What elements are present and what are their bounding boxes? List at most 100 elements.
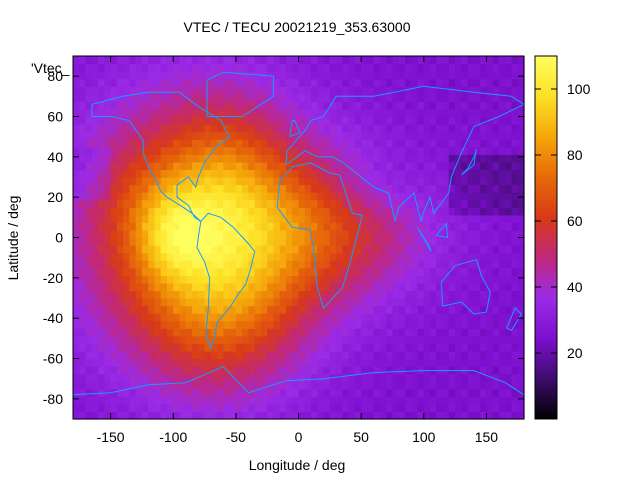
heatmap-cell (430, 381, 437, 390)
heatmap-cell (135, 403, 143, 413)
heatmap-cell (141, 177, 149, 186)
heatmap-cell (373, 411, 381, 420)
heatmap-cell (229, 229, 237, 239)
heatmap-cell (467, 335, 475, 344)
heatmap-cell (141, 267, 149, 276)
heatmap-cell (267, 207, 275, 216)
heatmap-cell (361, 366, 368, 375)
heatmap-cell (267, 282, 275, 292)
heatmap-cell (492, 124, 500, 133)
heatmap-cell (154, 207, 162, 216)
heatmap-cell (511, 267, 519, 276)
heatmap-cell (392, 358, 400, 367)
heatmap-cell (248, 161, 256, 171)
heatmap-cell (311, 222, 318, 231)
heatmap-cell (148, 229, 156, 239)
heatmap-cell (304, 290, 312, 299)
heatmap-cell (467, 237, 475, 246)
heatmap-cell (179, 108, 187, 118)
heatmap-cell (436, 139, 444, 148)
heatmap-cell (141, 403, 149, 413)
heatmap-cell (505, 71, 513, 80)
heatmap-cell (166, 313, 174, 322)
heatmap-cell (223, 388, 231, 397)
heatmap-cell (354, 222, 362, 231)
heatmap-cell (473, 108, 481, 118)
heatmap-cell (392, 207, 400, 216)
heatmap-cell (198, 328, 206, 337)
heatmap-cell (455, 245, 462, 254)
heatmap-cell (442, 78, 450, 87)
heatmap-cell (398, 343, 406, 352)
heatmap-cell (229, 313, 237, 322)
heatmap-cell (185, 169, 193, 178)
heatmap-cell (123, 56, 130, 65)
heatmap-cell (223, 56, 231, 65)
heatmap-cell (129, 388, 137, 397)
heatmap-cell (135, 146, 143, 155)
heatmap-cell (110, 388, 118, 397)
heatmap-cell (486, 403, 494, 413)
heatmap-cell (348, 86, 356, 95)
heatmap-cell (480, 388, 488, 397)
heatmap-cell (141, 86, 149, 95)
heatmap-cell (292, 282, 300, 292)
heatmap-cell (198, 78, 206, 87)
heatmap-cell (217, 267, 224, 276)
heatmap-cell (317, 86, 325, 95)
heatmap-cell (110, 411, 118, 420)
heatmap-cell (129, 328, 137, 337)
heatmap-cell (217, 320, 224, 329)
heatmap-cell (285, 381, 293, 390)
heatmap-cell (348, 222, 356, 231)
heatmap-cell (260, 229, 268, 239)
heatmap-cell (411, 169, 419, 178)
heatmap-cell (173, 177, 181, 186)
heatmap-cell (148, 116, 156, 125)
heatmap-cell (392, 396, 400, 405)
heatmap-cell (242, 358, 249, 367)
heatmap-cell (135, 78, 143, 87)
heatmap-cell (423, 313, 431, 322)
heatmap-cell (392, 93, 400, 102)
heatmap-cell (411, 124, 419, 133)
heatmap-cell (242, 154, 249, 163)
heatmap-cell (85, 298, 93, 307)
heatmap-cell (461, 381, 469, 390)
heatmap-cell (386, 411, 394, 420)
heatmap-cell (498, 222, 506, 231)
heatmap-cell (317, 237, 325, 246)
heatmap-cell (329, 86, 337, 95)
heatmap-cell (73, 245, 80, 254)
heatmap-cell (423, 252, 431, 261)
heatmap-cell (311, 358, 318, 367)
heatmap-cell (267, 161, 275, 171)
heatmap-cell (298, 56, 306, 65)
heatmap-cell (480, 245, 488, 254)
heatmap-cell (217, 260, 224, 269)
heatmap-cell (304, 207, 312, 216)
heatmap-cell (317, 93, 325, 102)
heatmap-cell (110, 275, 118, 284)
heatmap-cell (329, 214, 337, 223)
heatmap-cell (498, 373, 506, 382)
heatmap-cell (285, 93, 293, 102)
heatmap-cell (292, 267, 300, 276)
heatmap-cell (455, 290, 462, 299)
heatmap-cell (511, 313, 519, 322)
heatmap-cell (511, 403, 519, 413)
heatmap-cell (104, 252, 112, 261)
heatmap-cell (354, 214, 362, 223)
x-tick-label: 0 (295, 429, 303, 445)
heatmap-cell (392, 403, 400, 413)
heatmap-cell (192, 366, 199, 375)
heatmap-cell (404, 290, 412, 299)
heatmap-cell (461, 63, 469, 72)
heatmap-cell (392, 252, 400, 261)
heatmap-cell (192, 184, 199, 193)
heatmap-cell (110, 305, 118, 314)
heatmap-cell (141, 320, 149, 329)
heatmap-cell (442, 373, 450, 382)
heatmap-cell (304, 328, 312, 337)
heatmap-cell (267, 229, 275, 239)
